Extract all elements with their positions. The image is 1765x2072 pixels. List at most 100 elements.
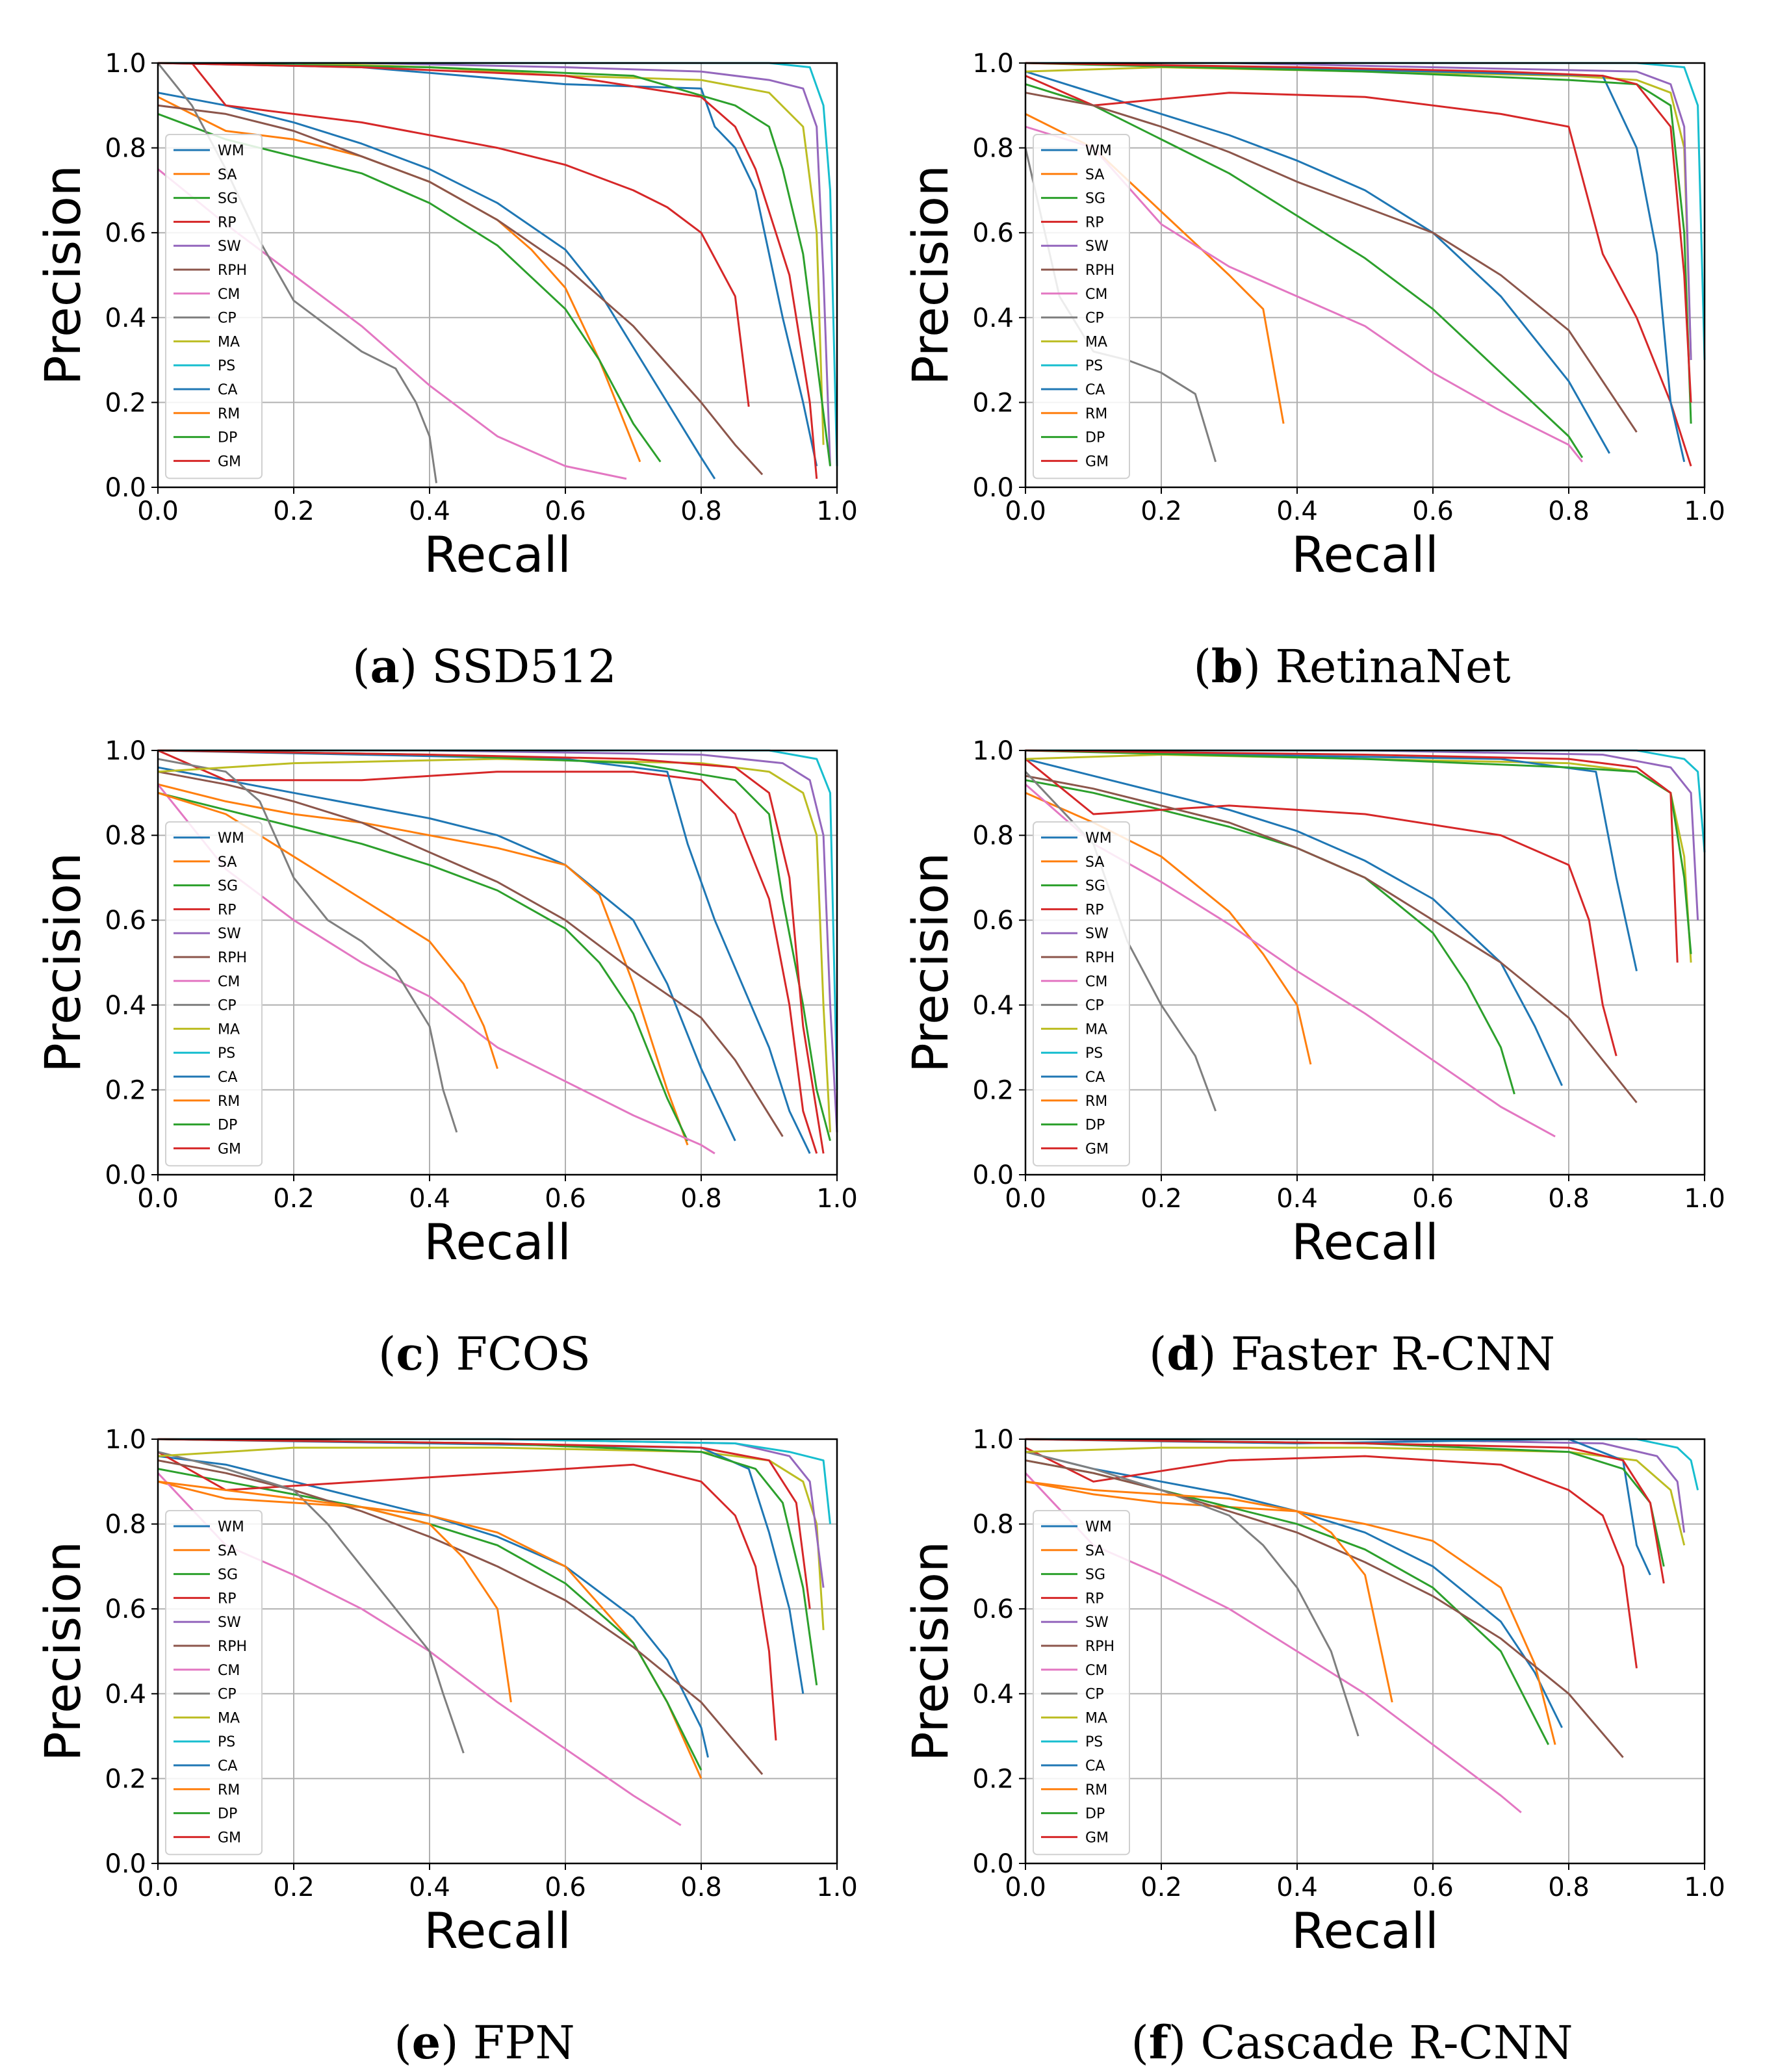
- legend-box: [1033, 134, 1130, 480]
- legend-label-ma: MA: [1085, 334, 1107, 350]
- legend-label-sg: SG: [1085, 191, 1105, 207]
- series-line-rph: [157, 104, 764, 476]
- x-tick-label: 0.6: [1412, 496, 1454, 526]
- series-line-rph: [1025, 92, 1638, 433]
- legend-label-ma: MA: [1085, 1710, 1107, 1726]
- series-line-dp: [157, 62, 831, 467]
- legend-label-wm: WM: [1085, 1519, 1112, 1535]
- series-line-cp: [157, 1451, 465, 1754]
- caption-letter: e: [412, 2015, 441, 2069]
- legend-label-ca: CA: [1085, 1758, 1105, 1774]
- caption-letter: f: [1149, 2015, 1171, 2069]
- y-axis-label: Precision: [901, 1541, 959, 1761]
- legend-label-gm: GM: [218, 1830, 241, 1846]
- x-tick-label: 0.0: [1005, 1184, 1046, 1214]
- x-tick-label: 0.8: [1548, 1873, 1590, 1902]
- legend-label-wm: WM: [218, 830, 244, 847]
- series-line-gm: [1025, 749, 1679, 963]
- panel-caption: (b) RetinaNet: [1193, 639, 1510, 693]
- chart-panel-b: 0.0 0.2 0.4 0.6 0.8 1.0 0.0 0.2 0.4 0.6 0.8 1.0 WM SA…: [901, 49, 1725, 693]
- legend-label-ma: MA: [1085, 1021, 1107, 1038]
- legend-label-sa: SA: [1085, 854, 1104, 871]
- legend-label-ca: CA: [1085, 1069, 1105, 1086]
- legend-label-sw: SW: [218, 926, 241, 942]
- caption-close-paren: ): [1243, 640, 1276, 693]
- legend-label-cp: CP: [1085, 1687, 1104, 1703]
- y-tick-label: 0.8: [105, 1510, 146, 1540]
- legend-label-cm: CM: [1085, 1663, 1107, 1679]
- y-tick-label: 1.0: [105, 49, 146, 79]
- series-line-sg: [157, 791, 689, 1142]
- y-tick-label: 0.4: [105, 1680, 146, 1709]
- series-line-rp: [158, 62, 750, 407]
- y-tick-label: 0.8: [105, 134, 146, 164]
- legend-label-rph: RPH: [1085, 950, 1114, 966]
- series-line-wm: [1025, 758, 1563, 1086]
- legend-label-dp: DP: [218, 430, 237, 446]
- legend-label-ma: MA: [218, 334, 240, 350]
- series-line-ca: [1025, 62, 1686, 463]
- x-tick-label: 0.2: [273, 496, 315, 526]
- axes-frame: [1024, 62, 1706, 489]
- legend-label-wm: WM: [1085, 143, 1112, 159]
- legend-label-rm: RM: [218, 1094, 240, 1110]
- caption-close-paren: ): [1168, 2016, 1201, 2069]
- legend: WM SA SG RP SW RPH CM CP MA PS CA RM DP GM: [165, 134, 263, 480]
- legend-label-ps: PS: [1085, 1734, 1103, 1750]
- x-tick-label: 0.8: [680, 496, 722, 526]
- legend-label-dp: DP: [218, 1118, 237, 1134]
- y-tick-label: 0.6: [972, 218, 1014, 248]
- x-tick-label: 0.2: [1140, 1184, 1182, 1214]
- legend-label-sa: SA: [218, 167, 237, 183]
- y-tick-label: 0.8: [972, 134, 1014, 164]
- series-line-dp: [1025, 749, 1692, 954]
- y-tick-label: 0.4: [105, 991, 146, 1021]
- x-tick-label: 0.8: [680, 1873, 722, 1902]
- legend-box: [1033, 1510, 1130, 1856]
- x-tick-label: 1.0: [1684, 1184, 1725, 1214]
- series-line-wm: [157, 92, 716, 480]
- legend-label-ca: CA: [218, 1069, 237, 1086]
- caption-title: SSD512: [432, 640, 616, 693]
- x-tick-label: 0.4: [409, 1873, 450, 1902]
- legend-label-gm: GM: [218, 454, 241, 470]
- legend-label-ca: CA: [218, 382, 237, 398]
- series-line-ca: [157, 62, 818, 467]
- axes-frame: [157, 749, 838, 1176]
- y-tick-label: 1.0: [972, 1425, 1014, 1455]
- panel-caption: (a) SSD512: [352, 639, 617, 693]
- series-line-rp: [157, 1451, 777, 1741]
- series-line-ma: [158, 62, 825, 445]
- legend-box: [165, 1510, 263, 1856]
- plot-area: [1025, 1439, 1705, 1863]
- series-line-rp: [1025, 75, 1692, 467]
- caption-letter: b: [1211, 639, 1243, 693]
- y-tick-label: 0.8: [972, 821, 1014, 851]
- x-axis-label: Recall: [1291, 1213, 1439, 1271]
- x-tick-label: 1.0: [816, 496, 858, 526]
- legend-label-ps: PS: [1085, 1045, 1103, 1062]
- series-line-gm: [1025, 62, 1692, 403]
- caption-open-paren: (: [1131, 2016, 1148, 2069]
- series-line-rp: [1025, 758, 1617, 1056]
- series-line-cp: [1025, 1451, 1359, 1737]
- x-tick-label: 0.2: [1140, 1873, 1182, 1902]
- x-tick-label: 1.0: [1684, 1873, 1725, 1902]
- legend: WM SA SG RP SW RPH CM CP MA PS CA RM DP GM: [1033, 134, 1130, 480]
- caption-title: FPN: [473, 2016, 575, 2069]
- chart-panel-c: 0.0 0.2 0.4 0.6 0.8 1.0 0.0 0.2 0.4 0.6 0.8 1.0 WM SA…: [34, 736, 858, 1381]
- axes-frame: [1024, 1438, 1706, 1865]
- caption-letter: d: [1166, 1327, 1198, 1381]
- legend-label-ca: CA: [218, 1758, 237, 1774]
- y-tick-label: 0.6: [105, 1594, 146, 1624]
- legend-label-ma: MA: [218, 1021, 240, 1038]
- legend-label-rm: RM: [1085, 406, 1107, 422]
- y-tick-label: 0.4: [105, 303, 146, 333]
- legend-label-dp: DP: [1085, 1806, 1105, 1823]
- legend-label-rm: RM: [1085, 1782, 1107, 1798]
- caption-close-paren: ): [441, 2016, 473, 2069]
- series-line-gm: [157, 1438, 811, 1609]
- series-line-sw: [158, 62, 831, 467]
- legend-label-sa: SA: [1085, 1543, 1104, 1559]
- legend-label-sg: SG: [218, 1567, 238, 1583]
